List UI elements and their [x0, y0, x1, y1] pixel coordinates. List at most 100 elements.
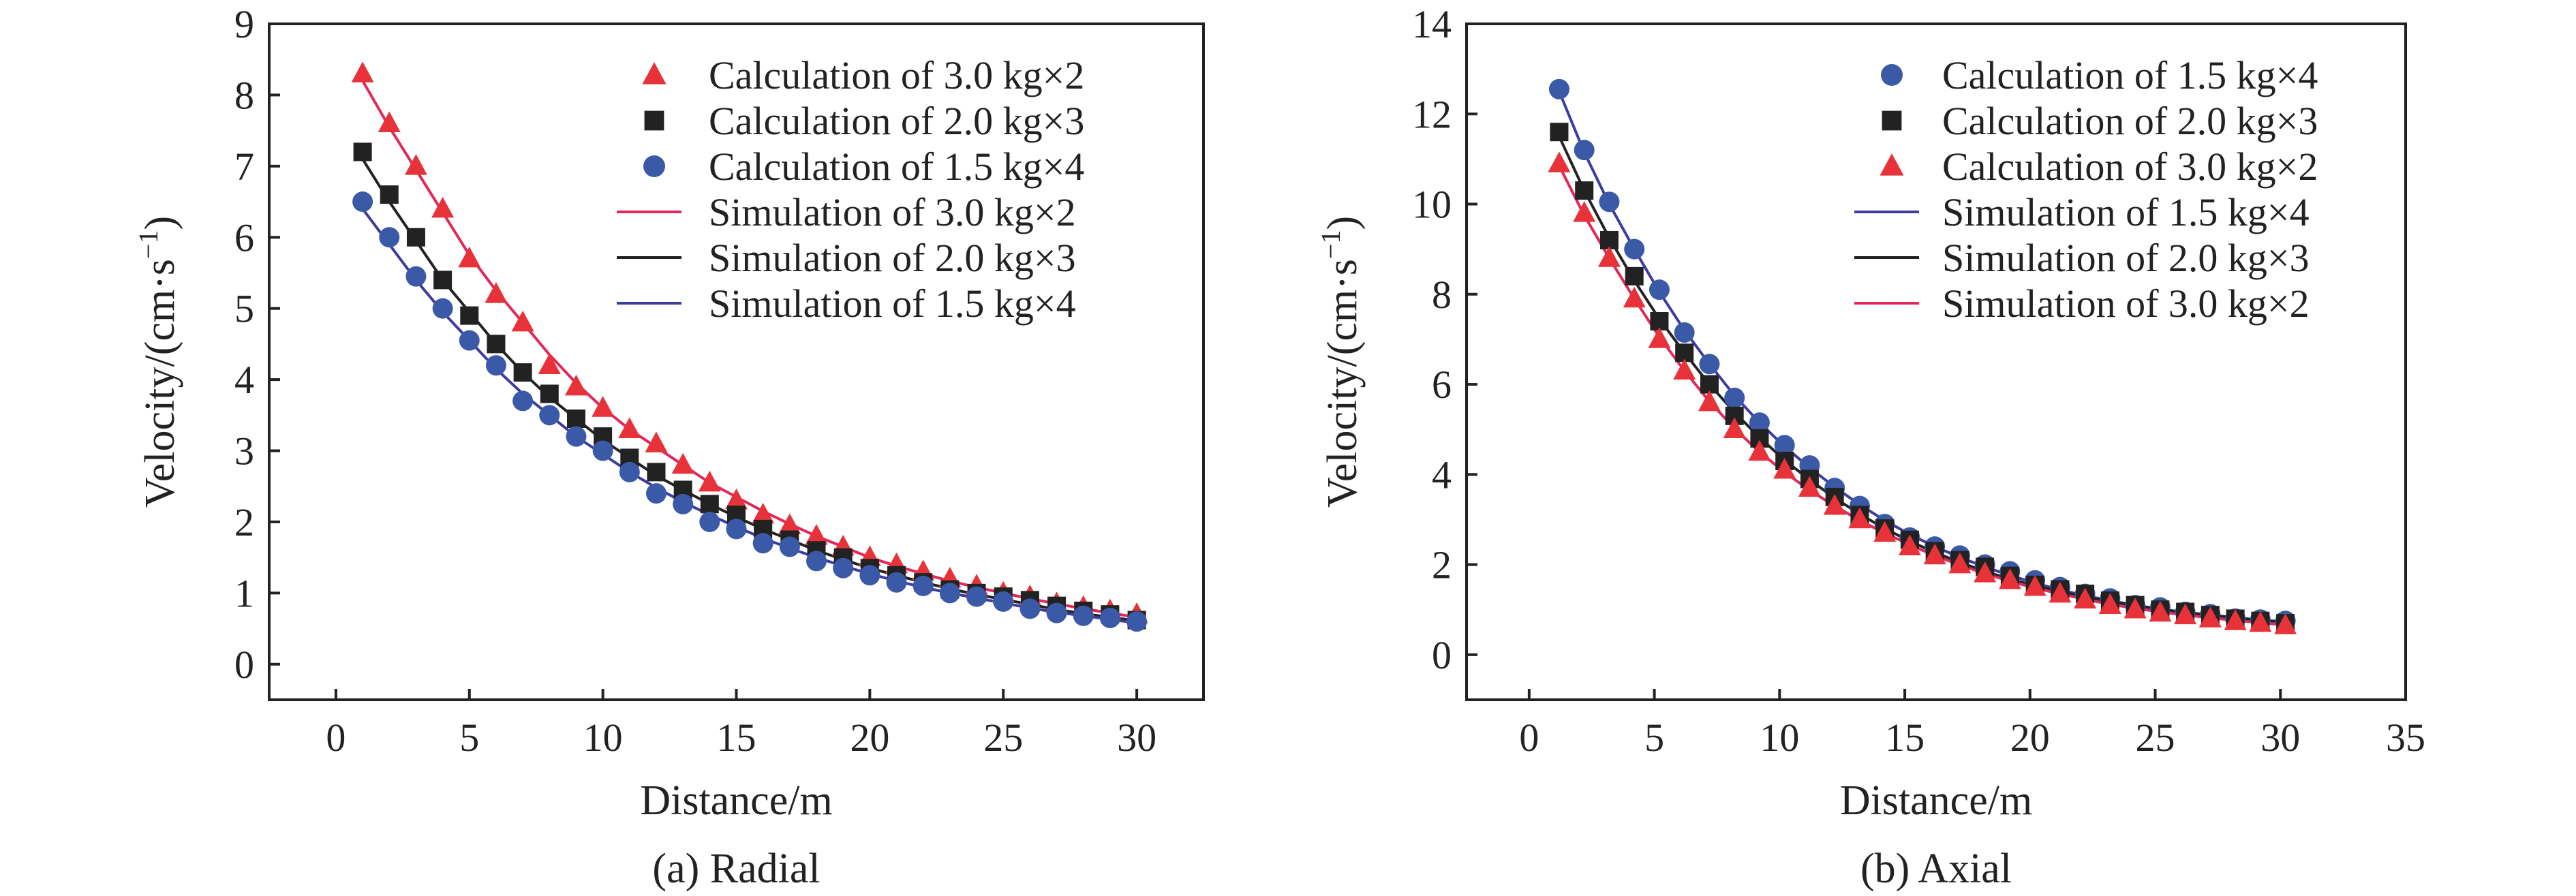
- data-point-triangle: [592, 396, 615, 417]
- data-point-triangle: [725, 488, 748, 510]
- data-point-circle: [592, 440, 613, 461]
- data-point-circle: [459, 330, 480, 351]
- x-tick-label: 30: [1117, 715, 1156, 760]
- y-tick-label: 10: [1412, 183, 1452, 227]
- data-point-circle: [1574, 140, 1595, 161]
- y-tick-label: 8: [234, 73, 254, 117]
- data-point-triangle: [1748, 439, 1771, 461]
- data-point-circle: [752, 533, 773, 554]
- data-point-circle: [1548, 78, 1569, 99]
- data-point-square: [433, 271, 453, 290]
- legend-label: Simulation of 1.5 kg×4: [709, 281, 1076, 326]
- x-tick-label: 10: [1760, 715, 1799, 760]
- data-point-triangle: [1773, 458, 1796, 479]
- data-point-circle: [1724, 387, 1745, 408]
- x-tick-label: 10: [583, 715, 623, 760]
- data-point-circle: [939, 583, 960, 604]
- data-point-square: [566, 410, 585, 429]
- y-tick-label: 1: [234, 571, 254, 615]
- legend-marker-triangle: [1880, 153, 1904, 176]
- panel-caption: (b) Axial: [1860, 846, 2012, 892]
- legend-label: Simulation of 2.0 kg×3: [709, 236, 1076, 280]
- data-point-square: [380, 185, 399, 204]
- plot-frame: [1465, 22, 2407, 701]
- y-tick-label: 2: [234, 500, 254, 544]
- legend-label: Calculation of 2.0 kg×3: [709, 99, 1084, 143]
- legend-marker-circle: [643, 155, 665, 177]
- y-tick-label: 8: [1432, 273, 1452, 317]
- data-point-square: [540, 384, 559, 403]
- y-axis-label-end: ): [137, 216, 183, 230]
- data-point-triangle: [1623, 286, 1646, 308]
- x-axis-label: Distance/m: [1840, 777, 2032, 824]
- data-point-circle: [993, 591, 1014, 612]
- data-point-circle: [352, 191, 373, 213]
- data-point-circle: [512, 390, 534, 412]
- data-point-triangle: [1723, 417, 1746, 439]
- data-point-circle: [699, 511, 720, 532]
- data-point-triangle: [2198, 606, 2222, 628]
- data-point-triangle: [1923, 543, 1946, 565]
- x-axis-label: Distance/m: [640, 777, 832, 824]
- data-point-circle: [539, 405, 560, 426]
- legend-marker-square: [644, 110, 664, 131]
- legend-label: Calculation of 2.0 kg×3: [1942, 99, 2318, 143]
- data-point-circle: [1649, 279, 1670, 300]
- data-point-square: [460, 306, 479, 325]
- data-point-triangle: [752, 502, 775, 524]
- data-point-circle: [806, 551, 827, 572]
- data-point-triangle: [1998, 568, 2021, 589]
- data-point-triangle: [1673, 358, 1696, 380]
- y-tick-label: 3: [234, 429, 254, 474]
- data-point-circle: [1674, 322, 1695, 343]
- data-point-square: [487, 335, 506, 354]
- data-point-circle: [726, 519, 747, 540]
- data-point-square: [647, 463, 666, 482]
- data-point-circle: [566, 426, 587, 447]
- x-tick-label: 35: [2386, 715, 2425, 760]
- y-axis-label-exponent: −1: [1315, 230, 1346, 260]
- y-axis-label-main: Velocity/(cm·s: [137, 259, 183, 508]
- x-tick-label: 20: [850, 715, 889, 760]
- x-tick-label: 25: [983, 715, 1023, 760]
- y-axis-label-exponent: −1: [133, 230, 164, 260]
- data-point-triangle: [618, 417, 641, 439]
- data-point-circle: [1749, 412, 1770, 433]
- data-point-circle: [1774, 435, 1795, 456]
- legend-label: Simulation of 3.0 kg×2: [1942, 281, 2310, 326]
- data-point-triangle: [1573, 201, 1596, 222]
- y-tick-label: 12: [1412, 92, 1452, 136]
- data-point-circle: [432, 298, 453, 319]
- data-point-circle: [673, 493, 694, 514]
- data-point-triangle: [1698, 390, 1721, 412]
- data-point-triangle: [778, 513, 801, 534]
- data-point-circle: [1046, 602, 1067, 623]
- data-point-square: [700, 495, 719, 514]
- y-tick-label: 14: [1412, 2, 1452, 46]
- data-point-circle: [779, 536, 800, 557]
- data-point-circle: [966, 586, 987, 607]
- data-point-circle: [619, 461, 640, 482]
- y-tick-label: 0: [1432, 633, 1452, 677]
- data-point-circle: [1624, 238, 1645, 260]
- data-point-triangle: [2123, 598, 2147, 619]
- data-point-square: [406, 228, 425, 247]
- data-point-triangle: [1848, 507, 1871, 529]
- legend-label: Simulation of 1.5 kg×4: [1942, 190, 2310, 234]
- data-point-circle: [1073, 605, 1094, 626]
- y-tick-label: 6: [1432, 362, 1452, 407]
- data-point-triangle: [1548, 151, 1571, 172]
- data-point-circle: [859, 565, 880, 586]
- data-point-triangle: [404, 154, 427, 175]
- data-point-triangle: [2149, 600, 2172, 622]
- data-point-circle: [833, 557, 854, 578]
- legend-marker-square: [1882, 110, 1902, 131]
- data-point-triangle: [2023, 574, 2046, 596]
- data-point-triangle: [564, 374, 587, 396]
- data-point-triangle: [2098, 593, 2121, 614]
- data-point-triangle: [511, 310, 534, 332]
- y-tick-label: 6: [234, 215, 254, 260]
- y-tick-label: 5: [234, 287, 254, 331]
- x-tick-label: 15: [717, 715, 756, 760]
- data-point-triangle: [2249, 611, 2272, 632]
